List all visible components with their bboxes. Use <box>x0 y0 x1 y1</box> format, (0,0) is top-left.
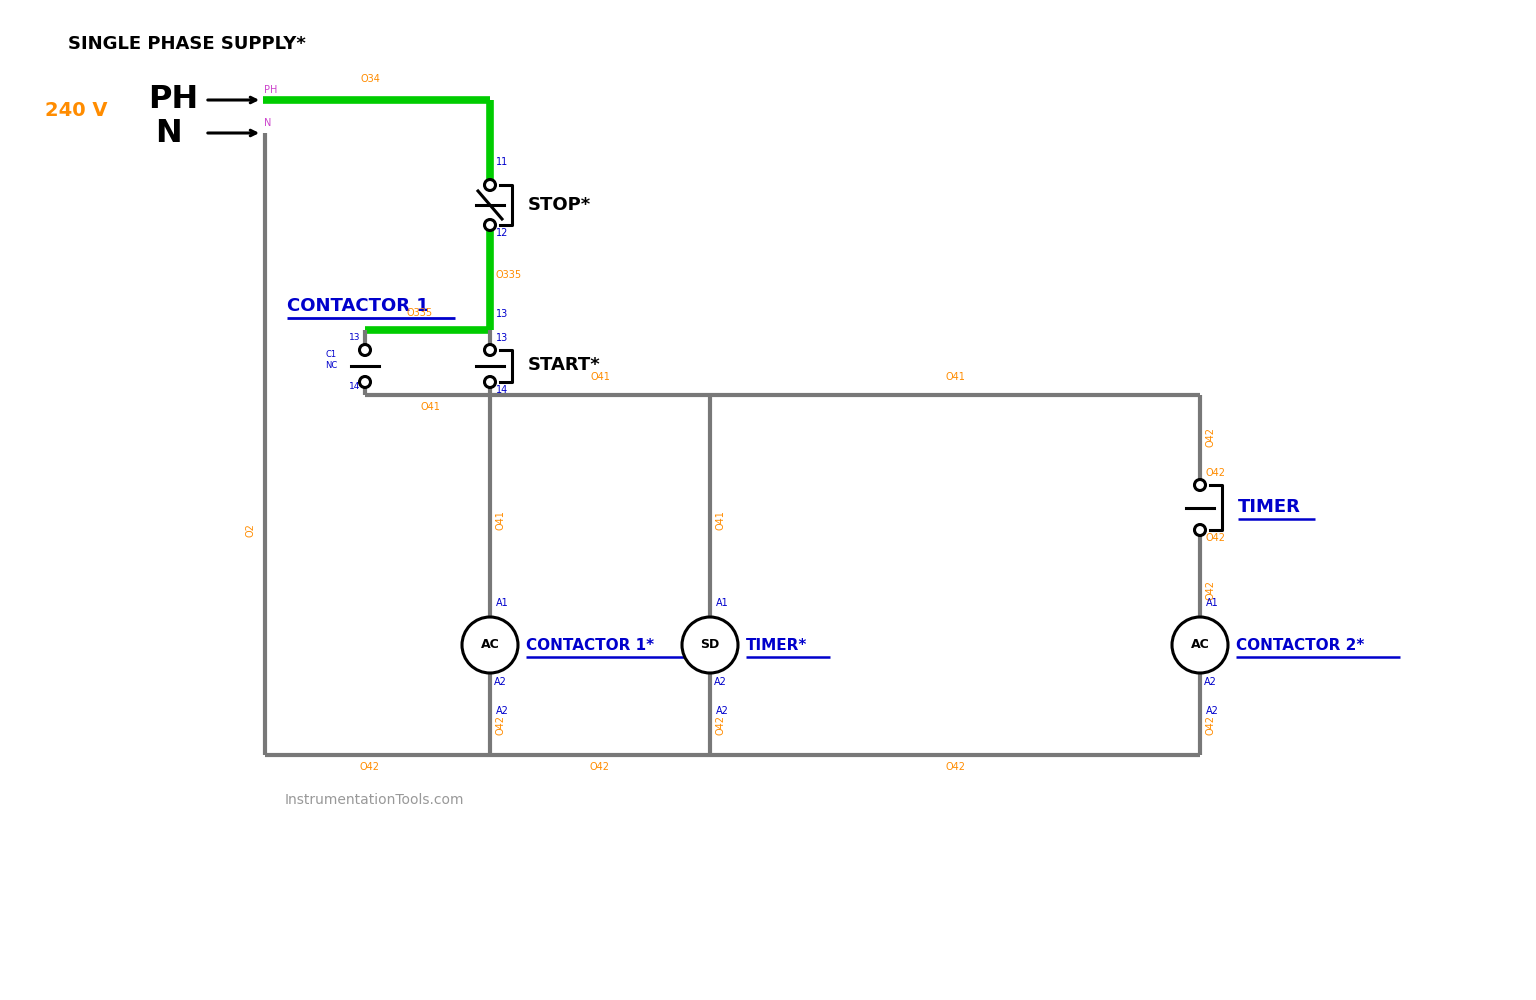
Text: AC: AC <box>481 639 499 652</box>
Text: O42: O42 <box>945 762 965 772</box>
Text: A2: A2 <box>495 677 507 687</box>
Text: A1: A1 <box>496 598 508 608</box>
Text: O2: O2 <box>246 523 255 537</box>
Circle shape <box>462 617 518 673</box>
Text: O42: O42 <box>496 715 505 735</box>
Text: 11: 11 <box>496 157 508 167</box>
Text: TIMER: TIMER <box>1238 498 1301 516</box>
Text: A2: A2 <box>714 677 727 687</box>
Text: PH: PH <box>264 85 278 95</box>
Text: O41: O41 <box>419 402 439 412</box>
Text: SD: SD <box>700 639 720 652</box>
Text: O335: O335 <box>407 308 433 318</box>
Text: O41: O41 <box>945 372 965 382</box>
Text: 13: 13 <box>496 309 508 319</box>
Text: N: N <box>155 117 181 148</box>
Text: AC: AC <box>1190 639 1209 652</box>
Text: START*: START* <box>528 356 601 374</box>
Text: 13: 13 <box>349 333 359 342</box>
Text: CONTACTOR 1*: CONTACTOR 1* <box>525 638 654 652</box>
Text: CONTACTOR 2*: CONTACTOR 2* <box>1236 638 1364 652</box>
Circle shape <box>1172 617 1227 673</box>
Text: 240 V: 240 V <box>45 101 108 119</box>
Text: InstrumentationTools.com: InstrumentationTools.com <box>286 793 464 807</box>
Text: O335: O335 <box>496 270 522 280</box>
Text: O42: O42 <box>1206 715 1217 735</box>
Text: O34: O34 <box>359 74 379 84</box>
Text: O42: O42 <box>1206 427 1217 447</box>
Text: N: N <box>264 118 272 128</box>
Circle shape <box>484 376 496 387</box>
Circle shape <box>484 344 496 356</box>
Text: O41: O41 <box>590 372 610 382</box>
Text: PH: PH <box>147 85 198 115</box>
Text: TIMER*: TIMER* <box>746 638 808 652</box>
Text: O41: O41 <box>496 510 505 530</box>
Text: A2: A2 <box>1204 677 1217 687</box>
Circle shape <box>1195 524 1206 536</box>
Circle shape <box>484 180 496 190</box>
Text: A2: A2 <box>496 706 508 716</box>
Text: O42: O42 <box>359 762 379 772</box>
Circle shape <box>484 220 496 231</box>
Text: O42: O42 <box>590 762 610 772</box>
Text: CONTACTOR 1: CONTACTOR 1 <box>287 297 429 315</box>
Circle shape <box>359 376 370 387</box>
Text: O42: O42 <box>1206 468 1226 478</box>
Text: O42: O42 <box>1206 533 1226 543</box>
Text: O41: O41 <box>716 510 727 530</box>
Text: 13: 13 <box>496 333 508 343</box>
Circle shape <box>1195 480 1206 490</box>
Text: A1: A1 <box>1206 598 1218 608</box>
Text: C1
NC: C1 NC <box>324 350 336 370</box>
Circle shape <box>682 617 737 673</box>
Text: 14: 14 <box>496 385 508 395</box>
Text: STOP*: STOP* <box>528 196 591 214</box>
Text: 14: 14 <box>349 382 359 391</box>
Circle shape <box>359 344 370 356</box>
Text: A2: A2 <box>1206 706 1220 716</box>
Text: A2: A2 <box>716 706 730 716</box>
Text: O42: O42 <box>1206 580 1217 600</box>
Text: O42: O42 <box>716 715 727 735</box>
Text: 12: 12 <box>496 228 508 238</box>
Text: SINGLE PHASE SUPPLY*: SINGLE PHASE SUPPLY* <box>68 35 306 53</box>
Text: A1: A1 <box>716 598 728 608</box>
